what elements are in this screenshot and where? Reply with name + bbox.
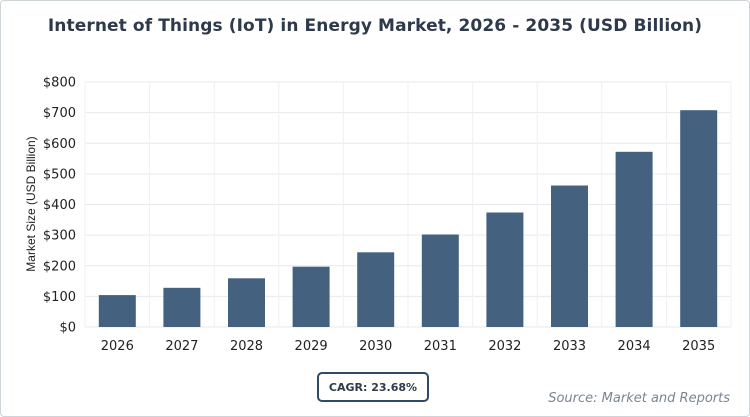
bar-2026 — [98, 295, 136, 327]
y-tick-label: $400 — [43, 198, 76, 213]
x-tick-label: 2032 — [488, 339, 521, 354]
y-tick-label: $600 — [43, 137, 76, 152]
x-tick-label: 2026 — [101, 339, 134, 354]
x-tick-label: 2034 — [618, 339, 651, 354]
chart-title: Internet of Things (IoT) in Energy Marke… — [47, 16, 703, 36]
y-tick-label: $0 — [59, 321, 76, 336]
bar-2028 — [228, 278, 265, 327]
bar-2032 — [486, 212, 524, 327]
x-tick-label: 2027 — [165, 339, 198, 354]
bar-2035 — [680, 110, 718, 327]
y-tick-label: $700 — [43, 106, 76, 121]
x-tick-label: 2030 — [359, 339, 392, 354]
x-tick-label: 2031 — [424, 339, 457, 354]
cagr-badge: CAGR: 23.68% — [317, 372, 429, 402]
bar-2027 — [163, 287, 201, 327]
y-tick-label: $100 — [43, 290, 76, 305]
bar-series — [98, 110, 718, 327]
y-tick-label: $500 — [43, 167, 76, 182]
bar-2030 — [357, 252, 395, 327]
y-tick-label: $200 — [43, 259, 76, 274]
y-axis-title: Market Size (USD Billion) — [24, 136, 38, 271]
x-tick-label: 2028 — [230, 339, 263, 354]
y-axis-ticks: $0 $100 $200 $300 $400 $500 $600 $700 $800 — [43, 76, 76, 336]
bar-chart: $0$100$200$300$400$500$600$700$800 2026 2… — [24, 76, 732, 354]
x-tick-label: 2033 — [553, 339, 586, 354]
bar-2029 — [292, 266, 330, 327]
bar-2034 — [615, 151, 653, 327]
x-tick-label: 2035 — [682, 339, 715, 354]
y-tick-label: $300 — [43, 229, 76, 244]
y-tick-label: $800 — [43, 76, 76, 91]
bar-2033 — [551, 185, 588, 327]
x-axis-ticks: 2026 2027 2028 2029 2030 2031 2032 2033 2034 2035 — [101, 339, 715, 354]
source-note: Source: Market and Reports — [548, 391, 730, 406]
bar-2031 — [421, 234, 459, 327]
x-tick-label: 2029 — [295, 339, 328, 354]
